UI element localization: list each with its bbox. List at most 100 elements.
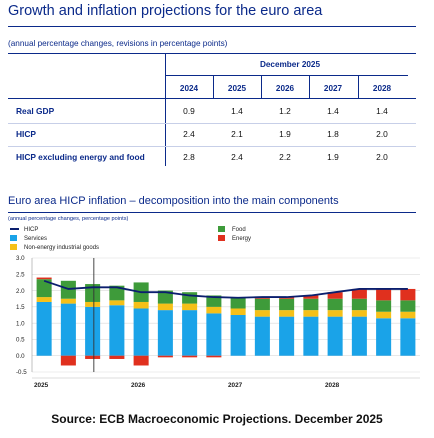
bar-neig <box>60 298 76 304</box>
title-rule <box>8 26 416 27</box>
column-header-2027: 2027 <box>323 84 343 93</box>
table-cell: 2.0 <box>376 129 388 139</box>
y-tick-label: 1.5 <box>16 304 25 311</box>
bar-energy <box>60 355 76 366</box>
table-cell: 2.4 <box>183 129 195 139</box>
bar-energy <box>133 355 149 366</box>
table-cell: 1.8 <box>327 129 339 139</box>
table-subtitle: (annual percentage changes, revisions in… <box>8 39 228 48</box>
row-label: HICP <box>16 129 37 139</box>
column-header-2028: 2028 <box>372 84 392 93</box>
table-cell: 2.2 <box>279 152 291 162</box>
bar-services <box>279 316 295 356</box>
column-divider <box>261 76 262 98</box>
row-separator <box>8 146 416 147</box>
bar-food <box>279 298 295 311</box>
y-tick-label: 3.0 <box>16 255 25 262</box>
bar-services <box>254 316 270 356</box>
y-tick-label: 0.0 <box>16 353 25 360</box>
bar-neig <box>85 301 101 307</box>
column-divider <box>358 76 359 98</box>
bar-services <box>109 305 125 356</box>
bar-neig <box>230 308 246 315</box>
bar-services <box>206 313 222 356</box>
bar-services <box>133 308 149 356</box>
bar-energy <box>36 277 52 280</box>
bar-neig <box>279 310 295 317</box>
bar-services <box>303 316 319 356</box>
bar-neig <box>133 301 149 309</box>
group-header-rule <box>165 75 408 76</box>
bar-services <box>182 310 198 356</box>
bar-neig <box>182 303 198 311</box>
legend-swatch-energy <box>218 235 225 241</box>
column-header-2026: 2026 <box>275 84 295 93</box>
bar-neig <box>109 300 125 306</box>
legend-swatch-food <box>218 226 225 232</box>
bar-services <box>400 318 416 356</box>
table-cell: 2.0 <box>376 152 388 162</box>
column-divider <box>309 76 310 98</box>
bar-energy <box>157 355 173 358</box>
bar-neig <box>303 310 319 317</box>
bar-services <box>376 318 392 356</box>
column-header-2025: 2025 <box>227 84 247 93</box>
bar-energy <box>351 288 367 299</box>
y-tick-label: 1.0 <box>16 320 25 327</box>
bar-food <box>351 298 367 311</box>
table-cell: 2.1 <box>231 129 243 139</box>
row-label: Real GDP <box>16 106 55 116</box>
bar-food <box>182 292 198 304</box>
bar-neig <box>157 303 173 311</box>
bar-neig <box>376 311 392 319</box>
bar-food <box>85 284 101 302</box>
bar-food <box>206 295 222 307</box>
bar-energy <box>182 355 198 358</box>
bar-neig <box>206 306 222 314</box>
table-cell: 2.4 <box>231 152 243 162</box>
bar-energy <box>109 355 125 359</box>
table-cell: 1.4 <box>327 106 339 116</box>
bar-services <box>351 316 367 356</box>
bar-energy <box>206 355 222 358</box>
bar-energy <box>303 295 319 299</box>
legend-label-hicp: HICP <box>24 227 38 233</box>
chart-title: Euro area HICP inflation – decomposition… <box>8 195 339 207</box>
x-tick-label: 2025 <box>34 382 49 389</box>
bar-energy <box>400 288 416 301</box>
column-divider <box>213 76 214 98</box>
hicp-line <box>43 279 408 299</box>
y-tick-label: 2.0 <box>16 288 25 295</box>
bar-food <box>303 298 319 311</box>
bar-services <box>327 316 343 356</box>
bar-energy <box>327 292 343 299</box>
legend-swatch-neig <box>10 244 17 250</box>
bar-food <box>327 298 343 311</box>
x-tick-label: 2027 <box>228 382 243 389</box>
row-separator <box>8 123 416 124</box>
column-header-rule <box>8 98 416 99</box>
bar-food <box>36 279 52 298</box>
bar-food <box>230 297 246 309</box>
bar-food <box>376 300 392 312</box>
bar-services <box>157 310 173 356</box>
table-cell: 1.2 <box>279 106 291 116</box>
bar-food <box>400 300 416 312</box>
projection-table: December 2025 2024 2025 2026 2027 2028 Real … <box>0 0 434 180</box>
table-cell: 1.9 <box>327 152 339 162</box>
group-header: December 2025 <box>259 60 321 69</box>
table-cell: 1.4 <box>376 106 388 116</box>
legend-label-services: Services <box>24 236 47 242</box>
table-label-divider <box>165 53 166 166</box>
chart-title-rule <box>8 212 416 213</box>
table-cell: 0.9 <box>183 106 195 116</box>
x-tick-label: 2026 <box>131 382 146 389</box>
y-tick-label: -0.5 <box>16 369 27 376</box>
bar-neig <box>327 310 343 317</box>
chart-subtitle: (annual percentage changes, percentage p… <box>8 216 129 222</box>
page-title: Growth and inflation projections for the… <box>8 3 323 19</box>
bar-neig <box>351 310 367 317</box>
legend-label-energy: Energy <box>232 236 251 242</box>
legend-swatch-services <box>10 235 17 241</box>
bar-services <box>230 315 246 356</box>
